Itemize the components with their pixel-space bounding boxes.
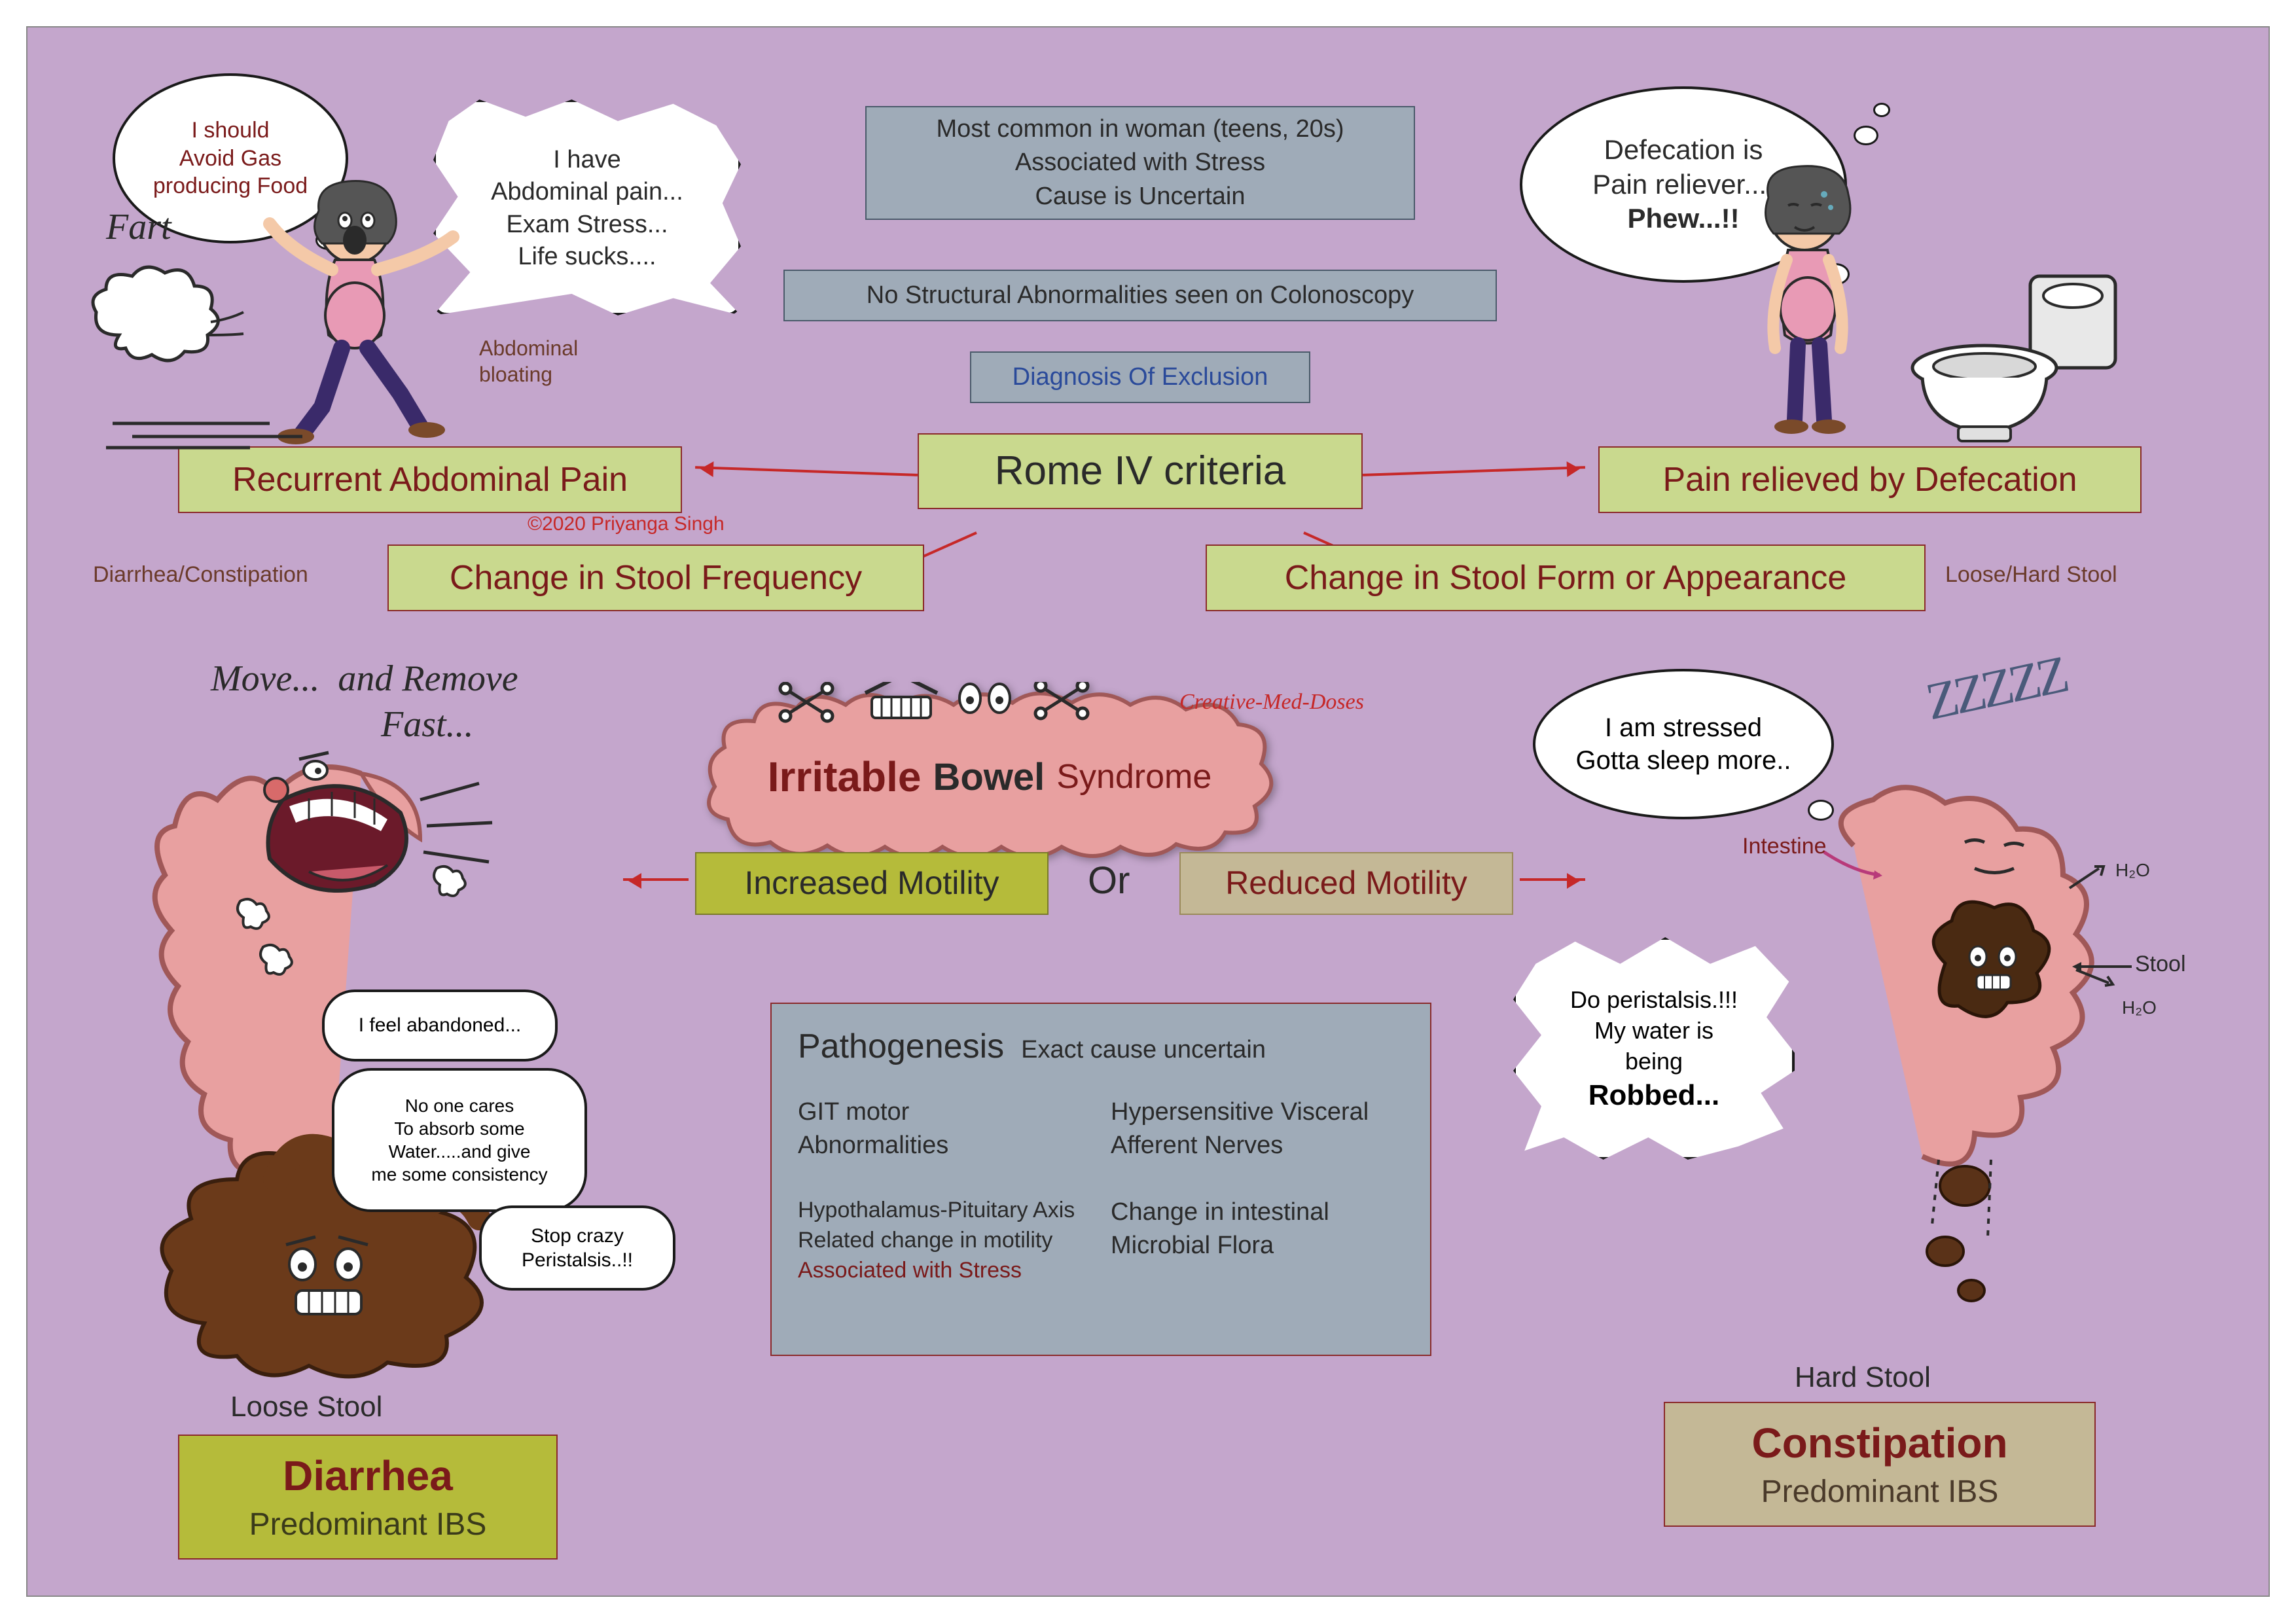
reduced-motility-box: Reduced Motility [1179, 852, 1513, 915]
creative-med-doses-label: Creative-Med-Doses [1179, 688, 1364, 717]
rome-recurrent-pain: Recurrent Abdominal Pain [178, 446, 682, 513]
epi-line1: Most common in woman (teens, 20s) [880, 113, 1401, 146]
fart-label: Fart [106, 204, 171, 250]
arrow-rome-to-pain [695, 466, 918, 476]
patho-hpa: Hypothalamus-Pituitary Axis Related chan… [798, 1196, 1091, 1286]
arrow-inc-motility [623, 878, 689, 881]
motion-lines [106, 414, 420, 453]
ibs-title: Irritable Bowel Syndrome [721, 751, 1258, 803]
rome-pain-relieved: Pain relieved by Defecation [1598, 446, 2142, 513]
colonoscopy-box: No Structural Abnormalities seen on Colo… [783, 270, 1497, 321]
intestine-label: Intestine [1742, 832, 1827, 861]
ibs-w1: Irritable [768, 753, 922, 801]
exclusion-text: Diagnosis Of Exclusion [1013, 363, 1268, 391]
rome-stool-form: Change in Stool Form or Appearance [1206, 544, 1926, 611]
colonoscopy-text: No Structural Abnormalities seen on Colo… [867, 281, 1414, 309]
diarrhea-sub: Predominant IBS [192, 1504, 543, 1546]
arrow-red-motility [1520, 878, 1585, 881]
rome-criteria-box: Rome IV criteria [918, 433, 1363, 509]
running-woman-cartoon [224, 171, 486, 446]
speech-no-one-cares: No one cares To absorb some Water.....an… [332, 1068, 587, 1212]
pathogenesis-box: Pathogenesis Exact cause uncertain GIT m… [770, 1003, 1431, 1356]
label-diarrhea-constipation: Diarrhea/Constipation [93, 561, 308, 589]
bloating-label: Abdominal bloating [479, 335, 597, 387]
constipation-title: Constipation [1678, 1415, 2081, 1471]
copyright-label: ©2020 Priyanga Singh [528, 512, 725, 537]
thought-tail-r3 [1873, 103, 1890, 117]
increased-motility-box: Increased Motility [695, 852, 1049, 915]
hard-stool-label: Hard Stool [1795, 1359, 1931, 1395]
zzz-label: ZZZZZ [1920, 642, 2071, 735]
relieved-woman-cartoon [1690, 158, 1899, 446]
stool-pointer [2070, 957, 2135, 976]
infographic-canvas: Most common in woman (teens, 20s) Associ… [26, 26, 2270, 1597]
constipation-ibs-box: Constipation Predominant IBS [1664, 1402, 2096, 1527]
label-loose-hard: Loose/Hard Stool [1945, 561, 2117, 589]
patho-title: Pathogenesis [798, 1024, 1004, 1069]
arrow-rome-to-defecation [1363, 466, 1585, 476]
patho-git-motor: GIT motor Abnormalities [798, 1096, 1091, 1163]
toilet-cartoon [1906, 263, 2128, 446]
patho-flora: Change in intestinal Microbial Flora [1111, 1196, 1404, 1286]
constipation-sub: Predominant IBS [1678, 1471, 2081, 1514]
rome-stool-frequency: Change in Stool Frequency [387, 544, 924, 611]
ibs-w2: Bowel [933, 755, 1045, 799]
speech-stop-peristalsis: Stop crazy Peristalsis..!! [479, 1205, 675, 1291]
or-label: Or [1088, 857, 1130, 905]
exclusion-box: Diagnosis Of Exclusion [970, 351, 1310, 403]
fart-cloud [80, 257, 250, 387]
speech-abandoned: I feel abandoned... [322, 990, 558, 1061]
epi-line3: Cause is Uncertain [880, 180, 1401, 213]
patho-visceral: Hypersensitive Visceral Afferent Nerves [1111, 1096, 1404, 1163]
h2o-label-1: H₂O [2115, 859, 2150, 882]
h2o-label-2: H₂O [2122, 996, 2157, 1019]
stool-label: Stool [2135, 950, 2186, 978]
loose-stool-label: Loose Stool [230, 1389, 382, 1425]
rome-title: Rome IV criteria [995, 448, 1285, 493]
epi-line2: Associated with Stress [880, 146, 1401, 179]
diarrhea-ibs-box: Diarrhea Predominant IBS [178, 1435, 558, 1560]
ibs-w3: Syndrome [1056, 757, 1211, 796]
intestine-pointer [1821, 846, 1886, 885]
thought-tail-r2 [1854, 126, 1878, 145]
patho-subtitle: Exact cause uncertain [1021, 1033, 1266, 1067]
epidemiology-box: Most common in woman (teens, 20s) Associ… [865, 106, 1415, 220]
speech-robbed: Do peristalsis.!!! My water is being Rob… [1513, 937, 1795, 1160]
diarrhea-title: Diarrhea [192, 1448, 543, 1504]
